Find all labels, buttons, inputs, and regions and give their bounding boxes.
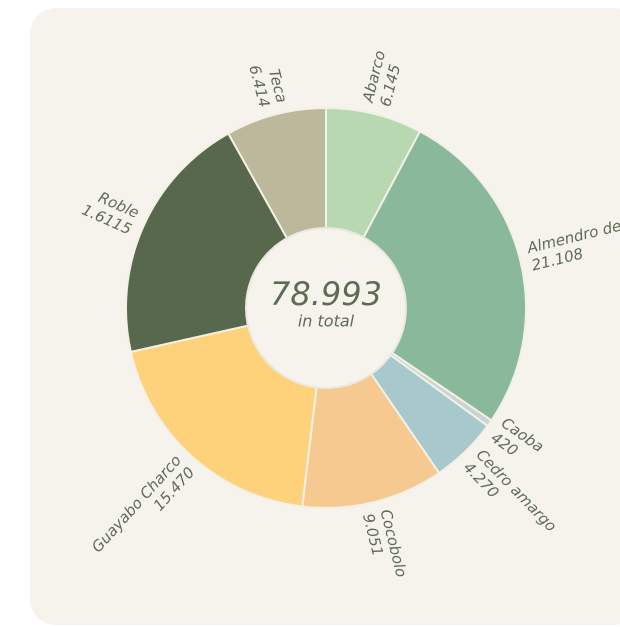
total-value: 78.993 <box>270 275 382 313</box>
wedge <box>324 130 527 422</box>
donut-hole <box>245 227 407 389</box>
total-label: in total <box>298 312 355 331</box>
